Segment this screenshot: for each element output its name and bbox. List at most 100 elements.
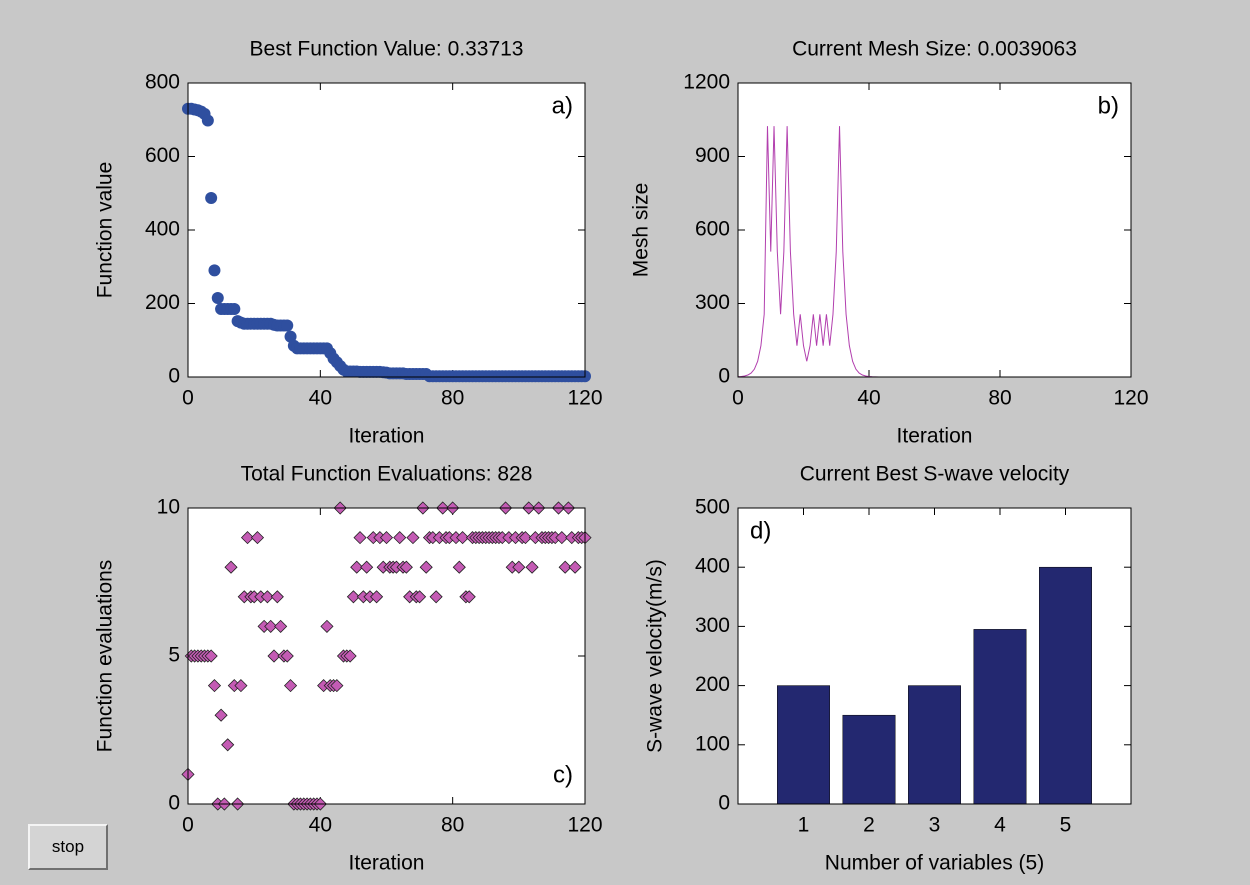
y-tick-label: 200 bbox=[145, 291, 180, 314]
y-tick-label: 400 bbox=[145, 218, 180, 241]
diamond-marker bbox=[370, 590, 384, 604]
diamond-marker bbox=[568, 560, 582, 574]
diamond-marker bbox=[343, 649, 357, 663]
diamond-marker bbox=[555, 531, 569, 545]
chart-title: Total Function Evaluations: 828 bbox=[241, 463, 533, 486]
diamond-marker bbox=[512, 560, 526, 574]
diamond-marker bbox=[413, 590, 427, 604]
diamond-marker bbox=[260, 590, 274, 604]
circle-marker bbox=[281, 319, 294, 332]
plot-area bbox=[188, 83, 585, 377]
circle-marker bbox=[228, 303, 241, 316]
circle-marker bbox=[211, 291, 224, 304]
diamond-marker bbox=[274, 619, 288, 633]
x-tick-label: 120 bbox=[567, 387, 602, 410]
x-tick-label: 1 bbox=[798, 814, 810, 837]
diamond-marker bbox=[558, 560, 572, 574]
y-axis-label: Function evaluations bbox=[94, 560, 117, 753]
panel-label: a) bbox=[552, 92, 573, 119]
diamond-marker bbox=[240, 531, 255, 545]
diamond-marker bbox=[234, 679, 248, 693]
panel-label: d) bbox=[750, 517, 771, 544]
diamond-marker bbox=[462, 590, 476, 604]
panel-label: c) bbox=[553, 761, 573, 788]
diamond-marker bbox=[350, 560, 364, 574]
y-tick-label: 1200 bbox=[683, 71, 730, 94]
x-tick-label: 120 bbox=[567, 814, 602, 837]
circle-marker bbox=[201, 114, 214, 127]
x-tick-label: 80 bbox=[441, 387, 464, 410]
circle-marker bbox=[208, 264, 221, 277]
x-tick-label: 120 bbox=[1113, 387, 1148, 410]
x-tick-label: 40 bbox=[857, 387, 880, 410]
diamond-marker bbox=[330, 679, 344, 693]
y-tick-label: 900 bbox=[695, 144, 730, 167]
x-tick-label: 0 bbox=[732, 387, 744, 410]
x-tick-label: 4 bbox=[994, 814, 1006, 837]
diamond-marker bbox=[393, 531, 407, 545]
y-tick-label: 600 bbox=[695, 218, 730, 241]
x-tick-label: 80 bbox=[441, 814, 464, 837]
diamond-marker bbox=[429, 590, 443, 604]
y-tick-label: 400 bbox=[695, 555, 730, 578]
bar bbox=[842, 714, 896, 805]
axes-box bbox=[737, 82, 1132, 378]
x-axis-label: Iteration bbox=[349, 425, 425, 448]
diamond-marker bbox=[360, 560, 374, 574]
y-tick-label: 0 bbox=[168, 792, 180, 815]
x-tick-label: 40 bbox=[309, 387, 332, 410]
x-tick-label: 40 bbox=[309, 814, 332, 837]
y-tick-label: 800 bbox=[145, 71, 180, 94]
diamond-marker bbox=[221, 738, 235, 752]
diamond-marker bbox=[518, 531, 533, 545]
diamond-marker bbox=[280, 649, 294, 663]
diamond-marker bbox=[353, 531, 367, 545]
panel-label: b) bbox=[1098, 92, 1119, 119]
plot-area bbox=[188, 508, 585, 804]
x-axis-label: Number of variables (5) bbox=[825, 852, 1044, 875]
diamond-marker bbox=[283, 679, 298, 693]
y-tick-label: 300 bbox=[695, 291, 730, 314]
axes-box bbox=[187, 507, 586, 805]
y-tick-label: 500 bbox=[695, 496, 730, 519]
x-tick-label: 5 bbox=[1060, 814, 1072, 837]
chart-title: Best Function Value: 0.33713 bbox=[250, 38, 524, 61]
axes-box bbox=[737, 507, 1132, 805]
x-axis-label: Iteration bbox=[897, 425, 973, 448]
diamond-marker bbox=[264, 619, 278, 633]
x-tick-label: 2 bbox=[863, 814, 875, 837]
circle-marker bbox=[205, 192, 218, 205]
x-tick-label: 0 bbox=[182, 387, 194, 410]
y-tick-label: 10 bbox=[157, 496, 180, 519]
y-tick-label: 0 bbox=[718, 365, 730, 388]
y-tick-label: 0 bbox=[718, 792, 730, 815]
diamond-marker bbox=[250, 531, 265, 545]
y-tick-label: 5 bbox=[168, 644, 180, 667]
diamond-marker bbox=[525, 560, 539, 574]
diamond-marker bbox=[419, 560, 433, 574]
x-axis-label: Iteration bbox=[349, 852, 425, 875]
x-tick-label: 0 bbox=[182, 814, 194, 837]
bar bbox=[1039, 566, 1092, 805]
stop-button[interactable]: stop bbox=[28, 824, 108, 870]
y-tick-label: 200 bbox=[695, 673, 730, 696]
diamond-marker bbox=[320, 619, 334, 633]
bar bbox=[973, 629, 1027, 805]
diamond-marker bbox=[346, 590, 360, 604]
chart-title: Current Mesh Size: 0.0039063 bbox=[792, 38, 1077, 61]
bar bbox=[777, 685, 830, 805]
diamond-marker bbox=[406, 531, 420, 545]
diamond-marker bbox=[214, 708, 228, 722]
diamond-marker bbox=[204, 649, 218, 663]
diamond-marker bbox=[270, 590, 284, 604]
diamond-marker bbox=[399, 560, 413, 574]
diamond-marker bbox=[452, 560, 466, 574]
x-tick-label: 80 bbox=[988, 387, 1011, 410]
y-axis-label: Mesh size bbox=[630, 183, 653, 278]
diamond-marker bbox=[224, 560, 238, 574]
y-axis-label: S-wave velocity(m/s) bbox=[644, 559, 667, 753]
y-tick-label: 600 bbox=[145, 144, 180, 167]
diamond-marker bbox=[456, 531, 470, 545]
